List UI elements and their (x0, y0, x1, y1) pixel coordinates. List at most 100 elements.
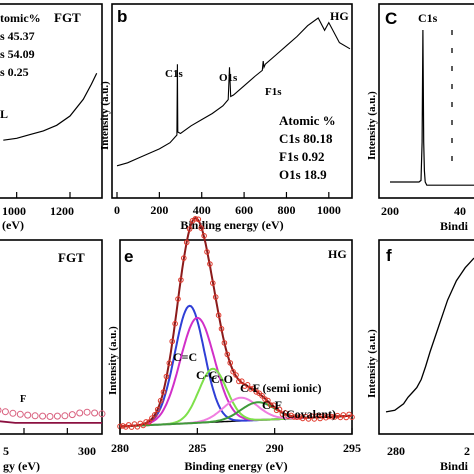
panel-e-data-point (241, 383, 248, 389)
panel-d-plot (0, 407, 106, 434)
panel-e-data-point (247, 386, 254, 392)
panel-c: C C1s Intensity (a.u.) 200 40 Bindi (366, 3, 474, 233)
panel-a-tag: FGT (54, 10, 81, 25)
panel-e-data-point (276, 406, 283, 413)
panel-e-data-point (285, 413, 292, 420)
panel-e-data-point (273, 407, 280, 414)
panel-b-xtick-label-400: 400 (193, 203, 211, 217)
panel-e-data-point (253, 389, 260, 395)
panel-e-data-point (250, 385, 257, 392)
panel-e-data-point (270, 402, 277, 409)
panel-b-xtick-label-1000: 1000 (317, 203, 341, 217)
panel-e-data-point (181, 255, 187, 261)
panel-c-c1s-line (390, 29, 474, 186)
panel-b-letter: b (117, 7, 127, 26)
panel-e-data-point (328, 413, 335, 420)
panel-c-xtick-200: 200 (381, 204, 399, 218)
panel-d-data-point (1, 408, 9, 416)
panel-e-data-point (154, 406, 161, 413)
panel-d-data-point (39, 412, 47, 420)
panel-b-survey-line (116, 17, 351, 167)
panel-e-xtick-label-295: 295 (343, 441, 361, 455)
panel-a: FGT tomic% s 45.37 s 54.09 s 0.25 L 1000… (0, 3, 103, 232)
panel-e-data-point (331, 414, 338, 420)
panel-d-data-point (53, 412, 61, 420)
panel-e-data-point (349, 414, 355, 421)
panel-e-data-point (224, 351, 231, 358)
panel-d-tag: FGT (58, 250, 85, 265)
panel-e-data-point (149, 415, 155, 422)
panel-e-data-point (291, 414, 297, 420)
panel-a-series-line (3, 72, 98, 141)
panel-e-data-point (334, 412, 341, 419)
panel-e-data-point (308, 413, 315, 419)
panel-e-data-point (259, 393, 265, 399)
panel-e-data-point (239, 378, 245, 385)
panel-a-plot (3, 72, 98, 198)
panel-a-atomic-row-1: s 45.37 (0, 29, 35, 43)
panel-b-ylabel: Intensity (a.u.) (99, 81, 111, 150)
panel-d: FGT F 5 300 gy (eV) (0, 239, 106, 473)
panel-b-peak-o1s: O1s (219, 72, 238, 84)
panel-d-data-point (91, 409, 99, 417)
panel-e-data-point (178, 277, 184, 283)
panel-e-data-point (218, 326, 225, 332)
panel-a-xlabel: (eV) (2, 218, 24, 232)
panel-e-xtick-label-285: 285 (188, 441, 206, 455)
panel-e-data-point (215, 312, 222, 319)
panel-e-frame (119, 239, 353, 435)
panel-b-atomic-o1s: O1s 18.9 (279, 167, 327, 182)
panel-d-data-point (68, 411, 76, 419)
panel-d-fit-line (0, 420, 102, 424)
panel-e-data-point (346, 411, 352, 418)
panel-d-xtick-300: 300 (78, 444, 96, 458)
panel-d-data-point (16, 410, 24, 418)
panel-b-peak-c1s: C1s (165, 68, 183, 80)
panel-e-data-point (279, 411, 286, 417)
panel-e-data-point (152, 412, 158, 418)
panel-b-tag: HG (330, 9, 349, 23)
panel-d-data-point (46, 413, 54, 420)
panel-e-data-point (195, 216, 202, 223)
panel-e-data-point (201, 233, 207, 239)
panel-e-label-cf: C-F (262, 398, 282, 412)
panel-a-atomic-row-3: s 0.25 (0, 65, 29, 79)
panel-e-data-point (323, 414, 329, 421)
panel-d-xlabel: gy (eV) (3, 459, 40, 473)
panel-b-xtick-label-800: 800 (277, 203, 295, 217)
panel-c-xlabel: Bindi (440, 219, 469, 233)
panel-e-label-co: C-O (211, 372, 233, 386)
panel-b-atomic-f1s: F1s 0.92 (279, 149, 325, 164)
panel-e-data-point (282, 410, 289, 416)
panel-b-atomic-c1s: C1s 80.18 (279, 131, 333, 146)
panel-b-xlabel: Binding energy (eV) (180, 218, 283, 232)
panel-d-data-point (76, 409, 84, 417)
panel-e-xticks: 280 285 290 295 (111, 428, 361, 455)
panel-f-plot (385, 257, 474, 413)
panel-c-plot (390, 29, 474, 186)
panel-e-data-point (146, 419, 152, 425)
panel-c-ylabel: Intensity (a.u.) (366, 91, 378, 160)
panel-b-xticks: 0 200 400 600 800 1000 (114, 192, 341, 217)
panel-e-data-point (233, 372, 239, 378)
panel-b-plot (116, 17, 351, 167)
panel-b-frame (111, 3, 353, 199)
panel-e-data-point (320, 413, 326, 419)
panel-f-letter: f (386, 246, 392, 265)
panel-e-xtick-label-280: 280 (111, 441, 129, 455)
panel-e-data-point (172, 320, 178, 327)
panel-a-peak-label: L (0, 107, 8, 121)
panel-e-data-point (183, 239, 190, 246)
panel-e-data-point (305, 416, 312, 422)
panel-b-peak-f1s: F1s (265, 86, 282, 98)
panel-e: e HG Intensity (a.u.) C=C C-C C-O C-F (s… (107, 216, 361, 473)
panel-a-atomic-row-2: s 54.09 (0, 47, 35, 61)
panel-e-data-point (265, 397, 271, 404)
panel-d-data-point (24, 411, 32, 419)
panel-e-data-point (262, 396, 268, 402)
panel-f-xtick-2: 2 (464, 444, 470, 458)
panel-e-data-point (186, 226, 193, 232)
panel-d-data-point (61, 412, 69, 420)
panel-e-data-point (169, 338, 175, 345)
